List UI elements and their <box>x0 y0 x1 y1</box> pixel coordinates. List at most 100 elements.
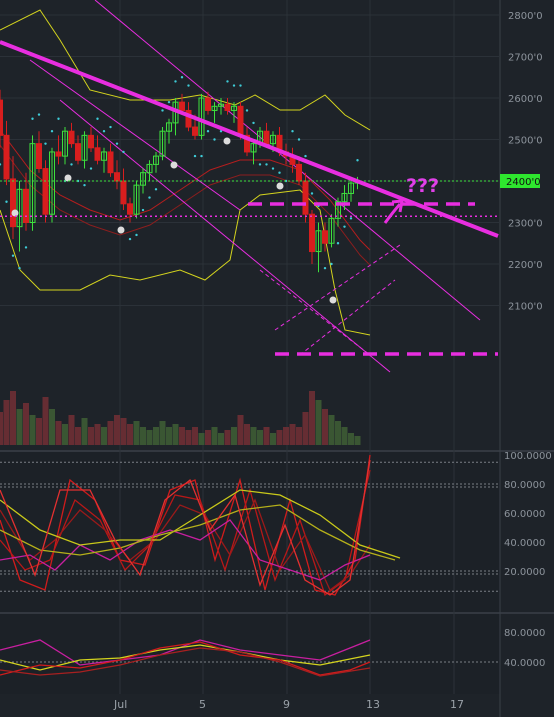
oscillator-line <box>0 504 396 561</box>
volume-bar <box>159 421 166 445</box>
volume-bar <box>23 403 29 445</box>
sar-dot <box>174 80 177 83</box>
volume-bar <box>179 427 185 445</box>
candle-body <box>23 188 29 224</box>
sar-dot <box>18 266 21 270</box>
volume-bar <box>0 412 3 445</box>
volume-bar <box>114 415 120 445</box>
sar-dot <box>239 84 242 87</box>
sar-dot <box>180 76 184 79</box>
volume-bar <box>335 421 341 445</box>
volume-bar <box>16 409 23 445</box>
sar-dot <box>187 84 190 87</box>
candle-body <box>88 134 94 149</box>
sar-dot <box>109 125 112 129</box>
volume-bar <box>120 418 127 445</box>
volume-bar <box>10 391 16 445</box>
sar-dot <box>141 208 145 212</box>
candle-body <box>49 151 55 215</box>
moving-average <box>0 129 371 251</box>
volume-bar <box>211 427 218 445</box>
last-price-tag <box>500 174 540 188</box>
candle-body <box>185 109 192 128</box>
sar-dot <box>206 130 210 133</box>
sar-dot <box>122 150 125 154</box>
candle-body <box>348 182 354 194</box>
volume-bar <box>224 430 231 445</box>
sar-dot <box>310 192 314 195</box>
channel-line <box>29 59 241 211</box>
candle-body <box>211 105 218 111</box>
candle-body <box>166 122 172 132</box>
volume-bar <box>244 424 250 445</box>
candle-body <box>335 201 341 219</box>
candle-body <box>146 163 153 174</box>
sar-dot <box>96 117 99 120</box>
volume-bar <box>354 436 361 445</box>
volume-bar <box>172 424 179 445</box>
sar-dot <box>356 159 359 162</box>
candle-body <box>270 134 276 145</box>
sar-dot <box>219 130 223 133</box>
volume-bar <box>302 412 309 445</box>
candle-body <box>42 168 49 215</box>
price-axis-tick: 2200'0 <box>508 260 543 271</box>
oscillator-line <box>0 519 371 581</box>
candle-body <box>296 163 302 182</box>
sar-dot <box>83 183 86 187</box>
sar-dot <box>213 138 216 141</box>
volume-bar <box>257 430 263 445</box>
pattern-line <box>299 279 396 356</box>
sar-dot <box>115 142 119 145</box>
volume-bar <box>231 427 237 445</box>
sar-dot <box>271 167 275 170</box>
candle-body <box>328 217 335 244</box>
sar-dot <box>31 117 34 120</box>
volume-bar <box>55 421 62 445</box>
candle-body <box>315 230 322 253</box>
volume-bar <box>205 430 211 445</box>
volume-bar <box>75 427 81 445</box>
projection-arrow <box>383 203 402 224</box>
candle-body <box>198 97 205 136</box>
bollinger-upper <box>0 9 371 131</box>
sar-dot <box>57 117 60 120</box>
candle-body <box>68 130 75 145</box>
sar-dot <box>89 167 93 170</box>
candle-body <box>29 143 36 223</box>
candle-body <box>75 143 81 161</box>
signal-dot <box>223 137 231 145</box>
volume-bar <box>42 397 49 445</box>
candle-body <box>322 230 328 244</box>
time-axis-tick: Jul <box>113 698 127 711</box>
price-axis-tick: 2800'0 <box>508 11 543 22</box>
volume-bar <box>309 391 315 445</box>
time-axis-tick: 5 <box>199 698 206 711</box>
oscillator-axis-tick: 80.0000 <box>504 480 545 491</box>
signal-dot <box>117 226 125 234</box>
volume-bar <box>218 433 224 445</box>
candle-body <box>101 151 107 161</box>
candle-body <box>127 203 133 215</box>
sar-dot <box>50 130 54 133</box>
sar-dot <box>102 130 106 133</box>
signal-dot <box>170 161 178 169</box>
volume-bar <box>263 427 270 445</box>
sar-dot <box>291 130 294 133</box>
oscillator2-line <box>0 641 371 676</box>
candle-body <box>3 134 10 180</box>
sar-dot <box>245 109 249 112</box>
sar-dot <box>200 154 203 158</box>
volume-bar <box>62 424 68 445</box>
price-axis-tick: 2300'0 <box>508 219 543 230</box>
sar-dot <box>0 163 2 166</box>
sar-dot <box>226 80 229 83</box>
main-pane-bg <box>0 0 500 450</box>
annotation-label: ??? <box>406 175 439 197</box>
oscillator2-line <box>0 639 371 666</box>
volume-bar <box>36 418 42 445</box>
last-price-tag-text: 2400'0 <box>506 177 541 188</box>
sar-dot <box>349 217 353 220</box>
